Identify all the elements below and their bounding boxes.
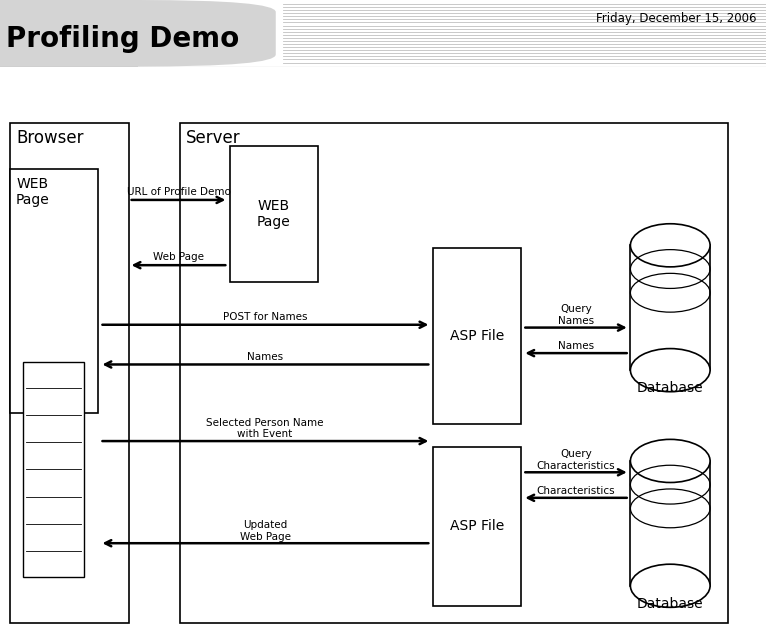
- Text: Selected Person Name
with Event: Selected Person Name with Event: [206, 418, 324, 439]
- Text: Profiling Demo: Profiling Demo: [6, 25, 240, 53]
- Bar: [433, 248, 521, 424]
- Text: Browser: Browser: [16, 129, 83, 147]
- Bar: [630, 245, 710, 370]
- FancyBboxPatch shape: [0, 0, 276, 67]
- Text: Server: Server: [186, 129, 241, 147]
- Text: URL of Profile Demo: URL of Profile Demo: [126, 187, 231, 197]
- Ellipse shape: [630, 439, 710, 482]
- Text: Names: Names: [247, 352, 283, 361]
- Bar: [630, 461, 710, 586]
- Text: ASP File: ASP File: [450, 519, 504, 533]
- Bar: [23, 361, 84, 577]
- Text: WEB
Page: WEB Page: [257, 199, 291, 230]
- Text: Database: Database: [637, 382, 703, 396]
- Bar: [0, 0, 138, 67]
- Ellipse shape: [630, 564, 710, 607]
- Ellipse shape: [630, 349, 710, 392]
- Text: Names: Names: [558, 342, 594, 351]
- Text: Query
Names: Query Names: [558, 304, 594, 326]
- Text: Database: Database: [637, 597, 703, 611]
- Text: Query
Characteristics: Query Characteristics: [537, 449, 615, 470]
- Bar: [433, 447, 521, 605]
- Bar: [10, 169, 98, 413]
- Bar: [10, 123, 129, 623]
- Text: Web Page: Web Page: [153, 252, 204, 262]
- Text: Friday, December 15, 2006: Friday, December 15, 2006: [596, 12, 757, 25]
- Ellipse shape: [630, 224, 710, 267]
- Bar: [230, 146, 318, 282]
- Text: POST for Names: POST for Names: [223, 312, 307, 322]
- Text: WEB
Page: WEB Page: [16, 178, 50, 207]
- Bar: [180, 123, 728, 623]
- Text: Updated
Web Page: Updated Web Page: [240, 520, 290, 541]
- Text: Characteristics: Characteristics: [537, 486, 615, 496]
- Text: ASP File: ASP File: [450, 329, 504, 343]
